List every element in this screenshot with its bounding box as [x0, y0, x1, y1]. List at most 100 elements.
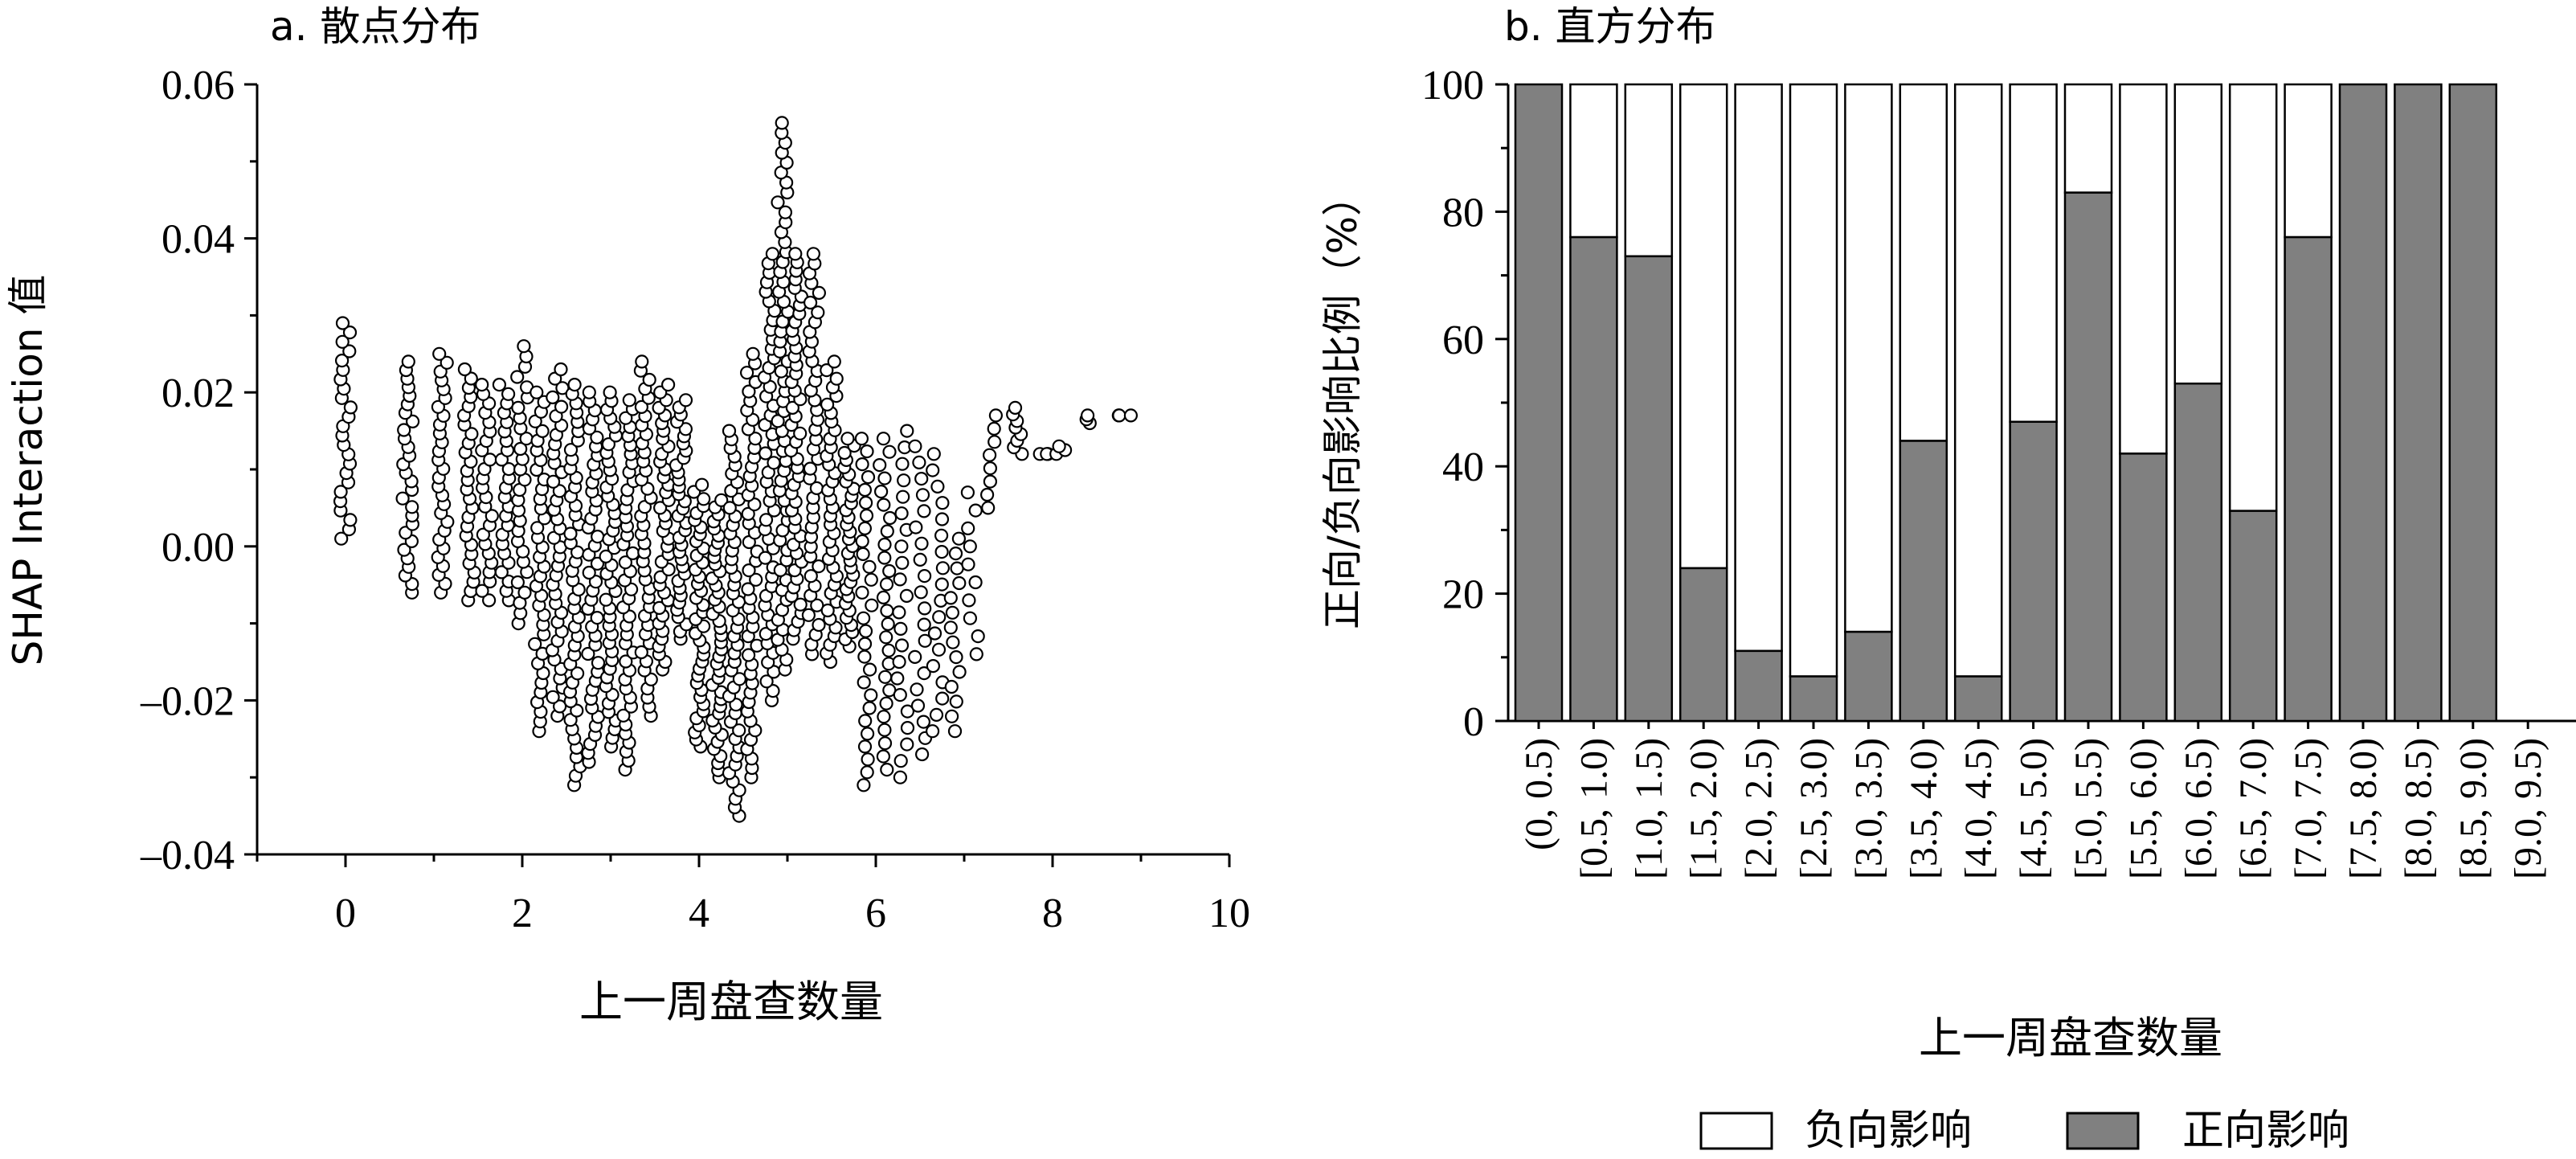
y-tick-label: –0.02: [140, 678, 235, 724]
scatter-point: [952, 575, 967, 591]
x-tick-label: [4.0, 4.5): [1957, 738, 2000, 879]
bar-negative: [1899, 83, 1948, 442]
bar-positive: [2394, 83, 2443, 723]
scatter-point: [758, 446, 773, 461]
x-tick-label: 0: [335, 891, 356, 936]
bar-stacks: [1514, 83, 2498, 723]
bar-positive: [2284, 235, 2333, 723]
scatter-point: [1080, 408, 1095, 423]
bar-negative: [2173, 83, 2223, 385]
scatter-point: [908, 649, 922, 665]
scatter-point: [882, 444, 897, 459]
x-tick-label: [6.0, 6.5): [2177, 738, 2220, 879]
scatter-point: [563, 713, 578, 727]
scatter-point: [481, 593, 497, 608]
scatter-point: [622, 393, 636, 407]
scatter-point: [625, 546, 640, 561]
scatter-point: [530, 521, 545, 535]
scatter-point: [912, 455, 926, 470]
x-tick-label: [3.0, 3.5): [1847, 738, 1890, 879]
scatter-point: [785, 400, 800, 415]
scatter-point: [882, 563, 897, 579]
scatter-point: [746, 346, 760, 361]
bar-negative: [2119, 83, 2168, 455]
scatter-point: [879, 696, 893, 711]
scatter-point: [697, 492, 711, 506]
scatter-point: [877, 710, 891, 724]
scatter-point: [820, 363, 834, 378]
scatter-point: [877, 670, 893, 684]
scatter-x-ticks: 0 2 4 6 8 10: [256, 854, 1250, 936]
scatter-point: [652, 501, 668, 515]
scatter-point: [857, 675, 871, 690]
scatter-point: [946, 635, 960, 649]
scatter-point: [457, 362, 472, 377]
scatter-point: [862, 701, 877, 715]
scatter-point: [528, 637, 542, 651]
scatter-point: [555, 381, 570, 395]
scatter-point: [934, 577, 949, 592]
scatter-point: [926, 463, 940, 477]
scatter-point: [929, 707, 944, 723]
scatter-point: [494, 565, 509, 580]
scatter-point: [829, 371, 844, 386]
scatter-point: [653, 570, 668, 584]
x-tick-label: [7.0, 7.5): [2288, 738, 2330, 879]
scatter-point: [960, 485, 975, 500]
scatter-point: [335, 316, 350, 330]
scatter-point: [983, 461, 998, 476]
x-tick-label: 8: [1042, 891, 1063, 936]
scatter-point: [765, 247, 780, 261]
scatter-point: [860, 727, 875, 741]
scatter-point: [601, 437, 616, 452]
scatter-point: [570, 666, 585, 681]
scatter-point: [397, 423, 411, 437]
scatter-point: [944, 679, 959, 694]
y-tick-label: 20: [1442, 572, 1484, 618]
scatter-point: [988, 408, 1004, 423]
scatter-point: [877, 736, 893, 751]
scatter-point: [949, 649, 963, 665]
scatter-point: [758, 513, 774, 527]
y-tick-label: 0.04: [162, 217, 235, 263]
y-tick-label: 40: [1442, 444, 1484, 490]
scatter-point: [876, 432, 891, 446]
y-tick-label: –0.04: [140, 833, 235, 878]
scatter-point: [857, 521, 873, 536]
scatter-point: [591, 656, 606, 670]
scatter-point: [803, 569, 818, 584]
scatter-point: [895, 457, 910, 471]
x-tick-label: [1.0, 1.5): [1628, 738, 1670, 879]
scatter-point: [968, 575, 983, 590]
scatter-point: [855, 534, 869, 549]
bar-negative: [1789, 83, 1838, 678]
bar-positive: [2338, 83, 2388, 723]
y-tick-label: 0: [1463, 699, 1484, 745]
scatter-point: [861, 752, 875, 767]
scatter-point: [951, 531, 967, 546]
scatter-point: [599, 592, 613, 607]
scatter-point: [801, 608, 816, 622]
scatter-point: [963, 611, 978, 625]
scatter-point: [440, 355, 454, 370]
y-tick-label: 100: [1421, 63, 1484, 109]
bar-positive: [1678, 567, 1728, 723]
bar-negative: [1569, 83, 1618, 239]
scatter-point: [943, 591, 958, 605]
scatter-point: [342, 326, 358, 340]
scatter-point: [742, 563, 756, 578]
scatter-point: [837, 445, 852, 461]
scatter-point: [876, 749, 891, 764]
bar-panel: b. 直方分布 0 20 40 60 80 100 (0, 0.5) [0.5, 1.0) […: [1319, 3, 2576, 1155]
scatter-point: [793, 426, 808, 440]
scatter-point: [979, 487, 995, 502]
scatter-point: [914, 585, 928, 600]
scatter-point: [343, 513, 358, 527]
bar-positive: [1953, 675, 2003, 723]
scatter-point: [634, 399, 649, 414]
scatter-point: [893, 621, 908, 637]
bar-x-tick-labels: (0, 0.5) [0.5, 1.0) [1.0, 1.5) [1.5, 2.0) [2…: [1518, 721, 2549, 879]
scatter-point: [535, 424, 550, 439]
bar-legend: 负向影响 正向影响: [1699, 1107, 2349, 1155]
scatter-point: [570, 703, 584, 718]
